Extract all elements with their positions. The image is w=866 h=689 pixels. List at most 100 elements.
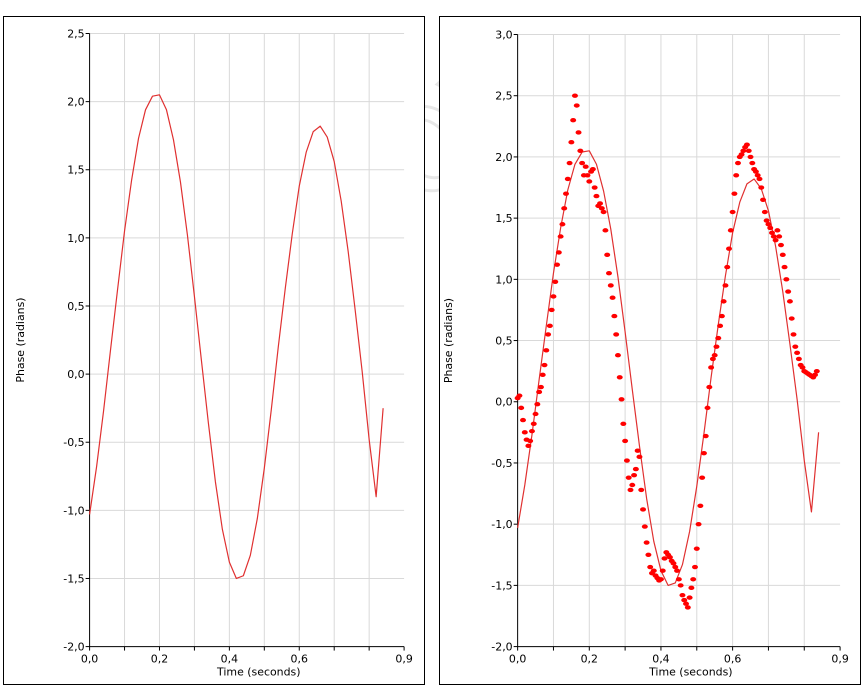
right-data-point [638, 487, 645, 493]
left-x-axis-title: Time (seconds) [216, 665, 300, 678]
right-data-point [634, 448, 641, 453]
right-data-point [812, 372, 818, 378]
right-data-point [700, 450, 707, 456]
right-data-point [747, 154, 754, 160]
right-data-point [641, 524, 648, 529]
right-data-point [765, 222, 772, 227]
right-data-point [779, 252, 786, 258]
right-data-point [727, 228, 734, 233]
right-data-point [614, 353, 621, 358]
right-data-point [528, 428, 535, 434]
right-data-point [684, 605, 691, 610]
right-data-point [607, 283, 614, 288]
right-data-point [622, 438, 629, 444]
right-data-point [786, 299, 793, 304]
right-data-point [518, 405, 525, 411]
right-data-point [761, 209, 768, 215]
left-y-tick-label: -1,5 [63, 572, 84, 585]
right-data-point [620, 421, 627, 426]
right-data-point [636, 454, 643, 460]
right-x-tick-label: 0,4 [652, 653, 669, 666]
right-data-point [550, 294, 557, 299]
right-data-point [643, 540, 650, 545]
right-data-point [616, 375, 623, 380]
right-data-point [597, 201, 604, 206]
right-data-point [600, 209, 607, 215]
right-data-point [545, 332, 552, 337]
right-data-point [777, 242, 784, 248]
right-data-point [525, 443, 532, 449]
right-data-point [657, 577, 664, 582]
right-data-point [640, 507, 647, 512]
right-data-point [792, 344, 799, 349]
right-data-point [726, 246, 733, 251]
right-data-point [675, 577, 682, 582]
right-data-point [555, 250, 562, 255]
right-data-point [530, 421, 537, 426]
phase-chart-left: 2,52,01,51,00,50,0-0,5-1,0-1,5-2,00,0 0,2… [14, 27, 413, 678]
right-data-point [717, 323, 724, 329]
right-data-point [679, 592, 686, 598]
right-data-point [731, 191, 738, 196]
right-x-tick-label: 0,6 [724, 653, 741, 666]
right-data-point [625, 475, 632, 480]
right-data-point [708, 365, 715, 370]
right-data-point [683, 601, 690, 606]
right-data-point [722, 283, 729, 288]
right-data-point [586, 179, 593, 184]
right-data-point [709, 356, 716, 362]
right-y-tick-label: 0,5 [495, 335, 512, 348]
right-data-point [571, 93, 578, 98]
right-data-point [527, 438, 534, 444]
right-data-point [629, 482, 636, 488]
right-data-point [758, 185, 765, 190]
right-data-point [770, 234, 777, 239]
right-x-tick-label: 0,2 [581, 653, 598, 666]
right-data-point [718, 313, 725, 319]
right-data-point [536, 389, 543, 395]
right-data-point [734, 160, 741, 166]
right-data-point [561, 206, 568, 211]
right-series-points [514, 93, 820, 610]
right-data-point [577, 148, 584, 153]
right-data-point [674, 568, 681, 573]
right-data-point [647, 564, 654, 570]
right-data-point [623, 458, 630, 463]
right-y-tick-label: 0,0 [495, 396, 512, 409]
left-y-tick-label: -1,0 [63, 504, 84, 517]
right-y-tick-label: -0,5 [491, 457, 512, 470]
right-data-point [754, 173, 761, 178]
right-data-point [704, 405, 711, 411]
right-data-point [670, 561, 677, 566]
right-data-point [606, 271, 612, 276]
right-data-point [631, 473, 638, 478]
right-data-point [785, 289, 792, 294]
right-data-point [672, 564, 679, 570]
right-data-point [729, 209, 736, 215]
right-series-line [517, 150, 820, 586]
right-data-point [666, 555, 673, 560]
right-data-point [795, 356, 802, 362]
right-data-point [554, 262, 561, 267]
right-data-point [659, 568, 666, 573]
right-data-point [611, 313, 618, 319]
right-data-point [521, 430, 528, 435]
right-data-point [799, 365, 806, 370]
left-grid [89, 33, 405, 647]
right-data-point [548, 307, 555, 313]
right-data-point [552, 279, 559, 284]
right-data-point [711, 353, 718, 358]
right-data-point [776, 234, 783, 239]
right-data-point [584, 173, 591, 178]
right-data-point [602, 228, 609, 233]
left-x-tick-label: 0,9 [395, 653, 412, 666]
right-y-tick-label: 2,0 [495, 151, 512, 164]
left-y-tick-label: -0,5 [63, 436, 84, 449]
right-y-axis-title: Phase (radians) [442, 298, 455, 383]
right-data-point [749, 160, 756, 166]
right-data-point [541, 362, 548, 368]
right-data-point [539, 372, 546, 378]
right-data-point [774, 228, 781, 233]
left-y-axis-title: Phase (radians) [14, 297, 27, 382]
right-data-point [645, 552, 652, 557]
